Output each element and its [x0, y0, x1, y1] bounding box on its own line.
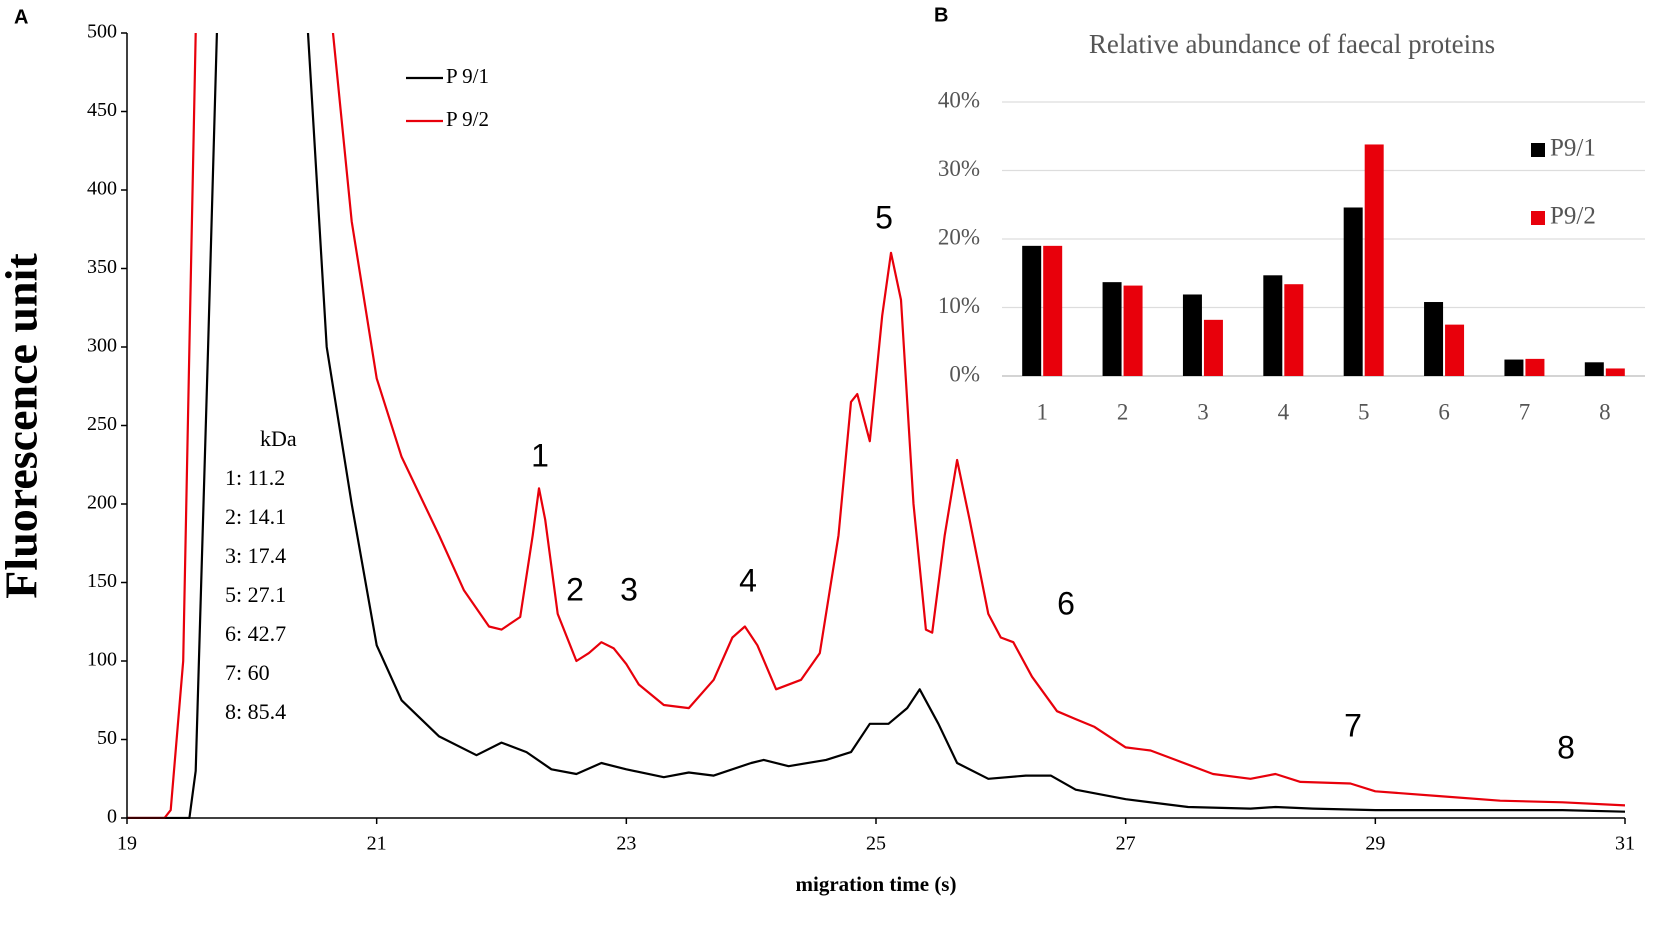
y-tick-label: 400	[87, 178, 117, 200]
y-tick-label: 100	[87, 649, 117, 671]
y-tick-label: 350	[87, 256, 117, 278]
y-tick-label: 40%	[938, 87, 980, 112]
x-tick-label: 5	[1358, 399, 1370, 424]
x-tick-label: 31	[1615, 833, 1635, 855]
legend-swatch	[1531, 211, 1545, 225]
x-tick-label: 29	[1365, 833, 1385, 855]
peak-label: 6	[1057, 585, 1075, 621]
x-tick-label: 27	[1116, 833, 1136, 855]
y-axis-label: Fluorescence unit	[0, 253, 47, 599]
bar	[1424, 302, 1444, 376]
y-tick-label: 20%	[938, 224, 980, 249]
peak-label: 4	[739, 562, 757, 598]
x-tick-label: 6	[1438, 399, 1450, 424]
y-tick-label: 250	[87, 413, 117, 435]
panel-label: A	[14, 6, 28, 28]
legend-label: P9/2	[1550, 203, 1596, 230]
bar	[1263, 275, 1283, 376]
legend-label: P 9/2	[446, 107, 489, 131]
series-line	[127, 33, 1625, 819]
kda-label: 2: 14.1	[225, 504, 286, 529]
bar	[1364, 144, 1384, 376]
peak-label: 2	[566, 571, 584, 607]
kda-title: kDa	[260, 426, 297, 451]
y-tick-label: 0%	[949, 361, 980, 386]
x-tick-label: 21	[367, 833, 387, 855]
bar	[1203, 319, 1223, 376]
peak-label: 1	[531, 437, 549, 473]
x-tick-label: 19	[117, 833, 137, 855]
bar	[1284, 284, 1304, 376]
kda-label: 1: 11.2	[225, 465, 285, 490]
bar	[1123, 285, 1143, 376]
legend-swatch	[1531, 143, 1545, 157]
x-axis-label: migration time (s)	[796, 872, 957, 896]
legend-label: P 9/1	[446, 64, 489, 88]
x-tick-label: 7	[1519, 399, 1531, 424]
y-tick-label: 30%	[938, 156, 980, 181]
bar	[1584, 362, 1604, 376]
y-tick-label: 0	[107, 806, 117, 828]
x-tick-label: 1	[1036, 399, 1048, 424]
bar	[1525, 358, 1545, 376]
y-tick-label: 300	[87, 335, 117, 357]
x-tick-label: 23	[616, 833, 636, 855]
y-tick-label: 150	[87, 570, 117, 592]
bar	[1343, 207, 1363, 376]
series-line	[127, 33, 1625, 819]
bar	[1102, 282, 1122, 376]
bar	[1605, 368, 1625, 376]
y-tick-label: 450	[87, 99, 117, 121]
bar	[1182, 294, 1202, 376]
panel-label: B	[934, 4, 948, 26]
plot-lines	[127, 33, 1625, 819]
kda-label: 7: 60	[225, 660, 270, 685]
bar	[1445, 324, 1465, 376]
y-tick-label: 200	[87, 492, 117, 514]
kda-label: 8: 85.4	[225, 699, 286, 724]
legend-label: P9/1	[1550, 135, 1596, 162]
x-tick-label: 2	[1117, 399, 1129, 424]
kda-label: 6: 42.7	[225, 621, 286, 646]
peak-label: 3	[620, 571, 638, 607]
peak-label: 8	[1557, 729, 1575, 765]
bar	[1043, 245, 1063, 376]
peak-label: 7	[1344, 707, 1362, 743]
bar	[1504, 359, 1524, 376]
kda-label: 5: 27.1	[225, 582, 286, 607]
chart-title: Relative abundance of faecal proteins	[1089, 29, 1495, 59]
x-tick-label: 25	[866, 833, 886, 855]
y-tick-label: 10%	[938, 293, 980, 318]
x-tick-label: 8	[1599, 399, 1611, 424]
x-tick-label: 3	[1197, 399, 1209, 424]
y-tick-label: 500	[87, 21, 117, 43]
x-tick-label: 4	[1278, 399, 1290, 424]
peak-label: 5	[875, 199, 893, 235]
kda-label: 3: 17.4	[225, 543, 286, 568]
y-tick-label: 50	[97, 727, 117, 749]
bar	[1022, 245, 1042, 376]
